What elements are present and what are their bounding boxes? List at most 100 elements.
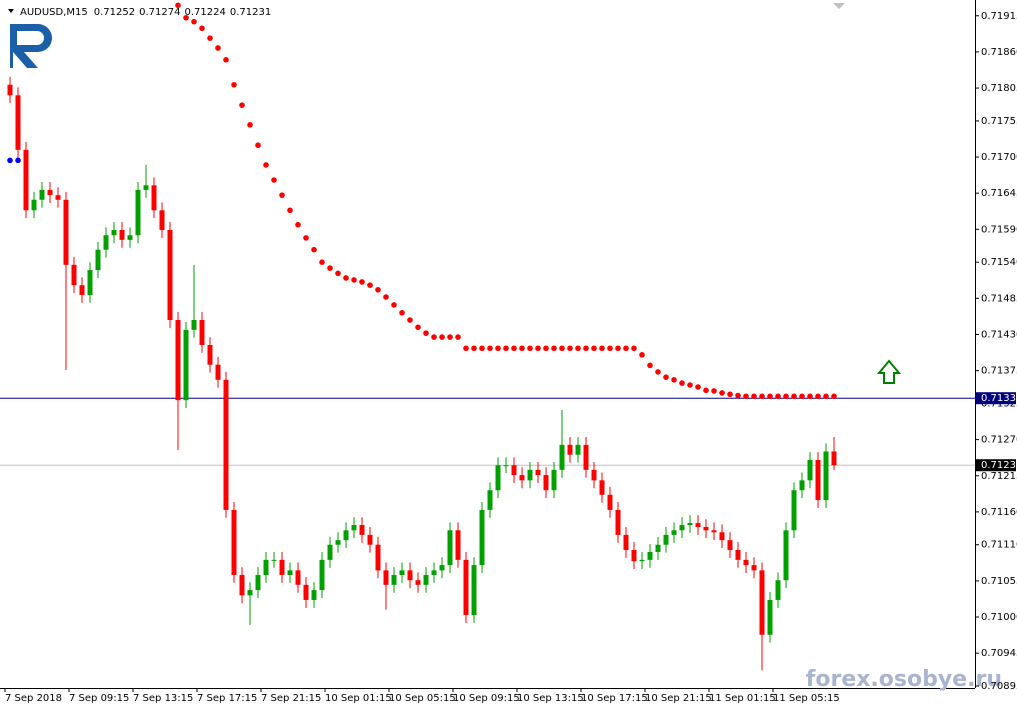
candle-body: [615, 509, 621, 535]
x-tick-label: 10 Sep 05:15: [389, 693, 456, 704]
candle-body: [47, 189, 53, 196]
x-tick-label: 10 Sep 13:15: [517, 693, 584, 704]
indicator-dot: [207, 35, 213, 41]
candle-body: [463, 559, 469, 616]
candle-body: [487, 490, 493, 510]
indicator-dot: [679, 380, 685, 386]
candle-body: [495, 465, 501, 491]
candle-body: [183, 329, 189, 401]
candle-body: [783, 530, 789, 581]
candle-body: [551, 469, 557, 491]
candle-body: [215, 364, 221, 380]
indicator-dot: [439, 334, 445, 340]
candle-body: [607, 494, 613, 510]
candle-body: [287, 570, 293, 575]
header-close: 0.71231: [230, 7, 271, 18]
candle-body: [207, 344, 213, 365]
menu-triangle[interactable]: [8, 9, 14, 13]
candle-body: [823, 451, 829, 501]
candle-body: [799, 480, 805, 491]
candle-body: [599, 480, 605, 495]
indicator-dot: [791, 393, 797, 400]
candle-body: [439, 565, 445, 571]
indicator-dot: [623, 345, 629, 352]
candle-body: [759, 570, 765, 635]
candle-body: [663, 534, 669, 545]
indicator-dot: [663, 374, 669, 380]
candle-body: [391, 574, 397, 585]
indicator-dot: [303, 235, 309, 241]
candle-body: [479, 509, 485, 566]
candle-body: [279, 559, 285, 575]
x-tick-label: 10 Sep 01:15: [325, 693, 392, 704]
indicator-dot: [191, 18, 197, 25]
candle-body: [175, 320, 181, 401]
candle-body: [791, 490, 797, 531]
indicator-dot: [559, 345, 565, 352]
y-tick-label: 0.71915: [981, 11, 1017, 22]
indicator-dot: [703, 387, 709, 394]
candle-body: [271, 559, 277, 561]
price-tag: 0.71231: [981, 460, 1017, 471]
indicator-dot: [735, 392, 741, 399]
candle-body: [23, 149, 29, 211]
candle-body: [31, 199, 37, 211]
indicator-dot: [519, 345, 525, 352]
candle-body: [575, 444, 581, 455]
x-tick-label: 10 Sep 21:15: [645, 693, 712, 704]
candle-body: [423, 574, 429, 585]
candle-body: [367, 534, 373, 545]
candle-body: [231, 509, 237, 575]
candle-body: [87, 270, 93, 296]
indicator-dot: [247, 122, 253, 128]
candle-body: [519, 475, 525, 481]
candle-body: [343, 530, 349, 541]
price-tag-box: [976, 392, 1016, 405]
candle-body: [303, 584, 309, 600]
indicator-dot: [223, 56, 229, 63]
indicator-dot: [415, 324, 421, 331]
indicator-dot: [215, 45, 221, 51]
indicator-dot: [495, 345, 501, 352]
indicator-dot: [175, 2, 181, 9]
candle-body: [727, 540, 733, 551]
header-high: 0.71274: [139, 7, 180, 18]
indicator-dot: [535, 345, 541, 352]
indicator-dot: [607, 345, 613, 352]
indicator-dot: [455, 334, 461, 340]
candle-body: [639, 559, 645, 562]
candle-body: [583, 444, 589, 470]
candle-body: [71, 264, 77, 286]
x-tick-label: 11 Sep 05:15: [773, 693, 840, 704]
candle-body: [807, 459, 813, 481]
indicator-dot: [287, 207, 293, 214]
indicator-dot: [311, 246, 317, 253]
candle-body: [383, 570, 389, 585]
candle-body: [511, 465, 517, 476]
buy-arrow: [876, 359, 902, 384]
indicator-dot: [751, 393, 757, 400]
candle-body: [631, 550, 637, 562]
price-tag-box: [976, 459, 1016, 472]
candle-body: [687, 523, 693, 526]
indicator-dot: [631, 345, 637, 352]
x-tick-label: 10 Sep 09:15: [453, 693, 520, 704]
chart-header: AUDUSD,M15 0.71252 0.71274 0.71224 0.71231: [20, 7, 271, 18]
candle-body: [503, 465, 509, 467]
candle-body: [695, 523, 701, 528]
indicator-dot: [727, 391, 733, 398]
candle-body: [263, 559, 269, 575]
indicator-dot: [647, 362, 653, 369]
candle-body: [567, 444, 573, 455]
indicator-dot: [567, 345, 573, 352]
indicator-dot: [583, 345, 589, 352]
y-tick-label: 0.71755: [981, 116, 1017, 127]
y-tick-label: 0.71805: [981, 83, 1017, 94]
candle-body: [15, 95, 21, 150]
indicator-dot: [199, 25, 205, 32]
candle-body: [239, 574, 245, 596]
